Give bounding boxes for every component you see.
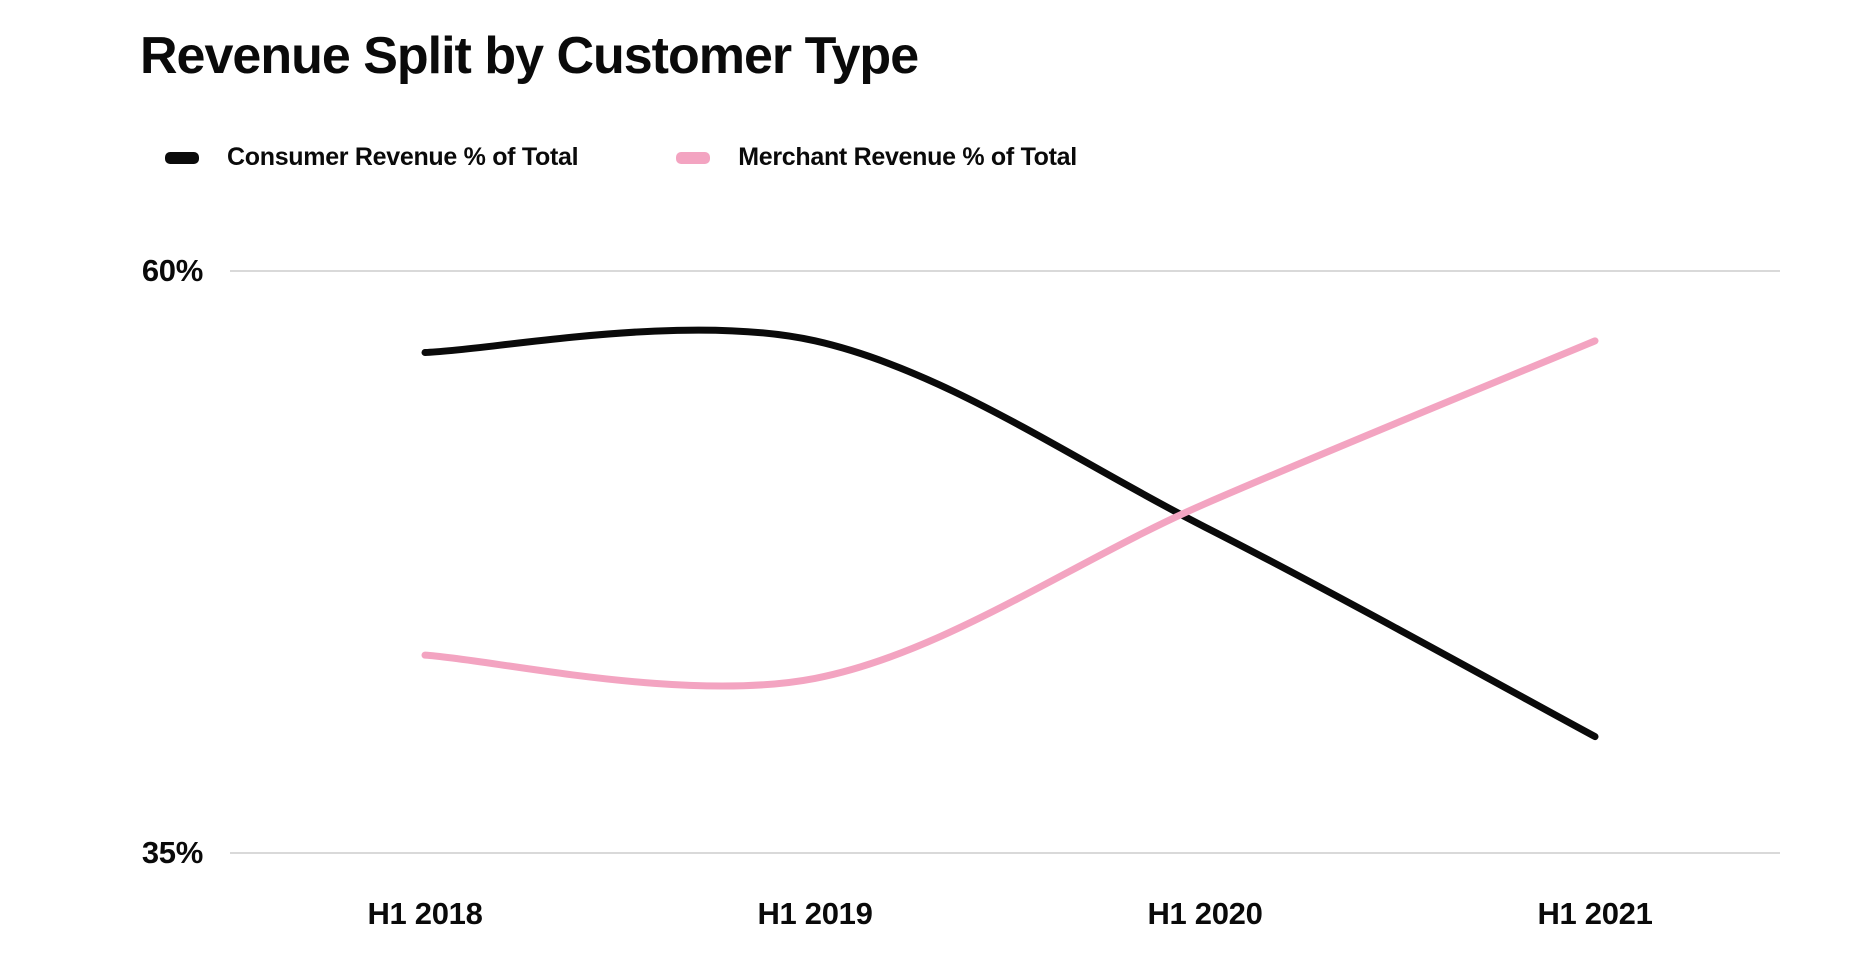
legend-item-merchant: Merchant Revenue % of Total (676, 143, 1077, 172)
x-axis-tick-h1-2021: H1 2021 (1537, 896, 1653, 931)
merchant-series-swatch-icon (676, 151, 711, 164)
x-axis-tick-h1-2019: H1 2019 (757, 896, 873, 931)
legend-label-consumer: Consumer Revenue % of Total (227, 143, 579, 171)
consumer-series-line (421, 326, 1599, 741)
merchant-series-line (421, 337, 1599, 690)
chart-title: Revenue Split by Customer Type (140, 27, 919, 85)
x-axis-tick-h1-2018: H1 2018 (367, 896, 483, 931)
x-axis-tick-h1-2020: H1 2020 (1147, 896, 1263, 931)
legend-label-merchant: Merchant Revenue % of Total (738, 143, 1077, 171)
legend: Consumer Revenue % of Total Merchant Rev… (165, 143, 1077, 172)
y-axis-tick-35: 35% (141, 835, 203, 870)
y-axis-tick-60: 60% (141, 253, 203, 288)
legend-item-consumer: Consumer Revenue % of Total (165, 143, 579, 172)
consumer-series-swatch-icon (165, 151, 199, 164)
